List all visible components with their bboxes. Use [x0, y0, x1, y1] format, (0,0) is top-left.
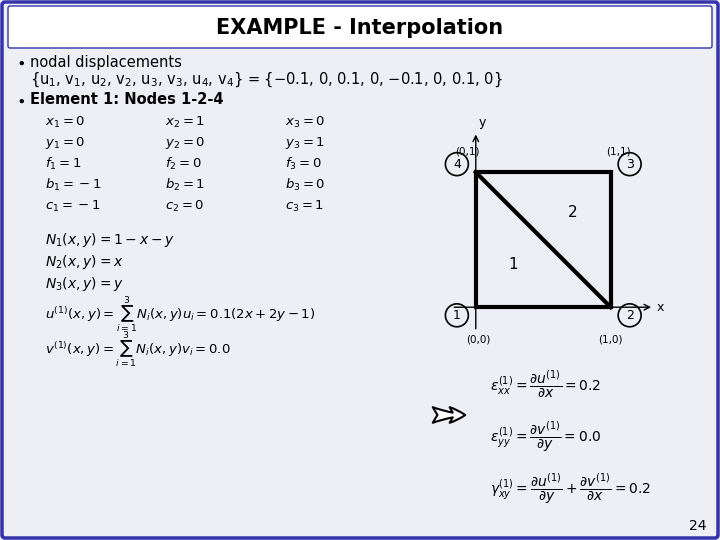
- Text: $y_3 = 1$: $y_3 = 1$: [285, 135, 325, 151]
- Text: EXAMPLE - Interpolation: EXAMPLE - Interpolation: [217, 18, 503, 38]
- Text: $N_3(x,y) = y$: $N_3(x,y) = y$: [45, 275, 124, 293]
- Text: $b_1 = -1$: $b_1 = -1$: [45, 177, 102, 193]
- Text: $x_3 = 0$: $x_3 = 0$: [285, 114, 325, 130]
- Text: $f_3 = 0$: $f_3 = 0$: [285, 156, 322, 172]
- FancyBboxPatch shape: [8, 6, 712, 48]
- Text: (0,0): (0,0): [467, 334, 490, 344]
- Text: $b_3 = 0$: $b_3 = 0$: [285, 177, 325, 193]
- Text: $\bullet$: $\bullet$: [16, 55, 25, 70]
- Text: $N_1(x,y) = 1 - x - y$: $N_1(x,y) = 1 - x - y$: [45, 231, 175, 249]
- Text: 2: 2: [568, 205, 577, 220]
- Text: (0,1): (0,1): [456, 146, 480, 156]
- Text: 3: 3: [626, 158, 634, 171]
- Text: $b_2 = 1$: $b_2 = 1$: [165, 177, 205, 193]
- Text: $y_2 = 0$: $y_2 = 0$: [165, 135, 205, 151]
- Text: $c_3 = 1$: $c_3 = 1$: [285, 198, 324, 213]
- Text: $c_2 = 0$: $c_2 = 0$: [165, 198, 204, 213]
- Text: $\varepsilon_{xx}^{(1)} = \dfrac{\partial u^{(1)}}{\partial x} = 0.2$: $\varepsilon_{xx}^{(1)} = \dfrac{\partia…: [490, 369, 600, 401]
- Text: $x_1 = 0$: $x_1 = 0$: [45, 114, 85, 130]
- Text: {u$_1$, v$_1$, u$_2$, v$_2$, u$_3$, v$_3$, u$_4$, v$_4$} = {−0.1, 0, 0.1, 0, −0.: {u$_1$, v$_1$, u$_2$, v$_2$, u$_3$, v$_3…: [30, 71, 503, 89]
- Text: 4: 4: [453, 158, 461, 171]
- Text: $x_2 = 1$: $x_2 = 1$: [165, 114, 205, 130]
- Text: Element 1: Nodes 1-2-4: Element 1: Nodes 1-2-4: [30, 92, 223, 107]
- Text: 24: 24: [688, 519, 706, 533]
- Text: y: y: [479, 116, 486, 129]
- Text: $y_1 = 0$: $y_1 = 0$: [45, 135, 85, 151]
- Text: 1: 1: [509, 256, 518, 272]
- Text: (1,1): (1,1): [606, 146, 631, 156]
- Text: $\varepsilon_{yy}^{(1)} = \dfrac{\partial v^{(1)}}{\partial y} = 0.0$: $\varepsilon_{yy}^{(1)} = \dfrac{\partia…: [490, 420, 601, 455]
- Text: 1: 1: [453, 309, 461, 322]
- Text: (1,0): (1,0): [598, 334, 623, 344]
- Text: $\gamma_{xy}^{(1)} = \dfrac{\partial u^{(1)}}{\partial y} + \dfrac{\partial v^{(: $\gamma_{xy}^{(1)} = \dfrac{\partial u^{…: [490, 471, 650, 507]
- Text: $u^{(1)}(x,y) = \sum_{i=1}^{3} N_i(x,y)u_i = 0.1(2x + 2y - 1)$: $u^{(1)}(x,y) = \sum_{i=1}^{3} N_i(x,y)u…: [45, 295, 315, 335]
- Text: $c_1 = -1$: $c_1 = -1$: [45, 198, 100, 213]
- Text: $\bullet$: $\bullet$: [16, 92, 25, 107]
- Text: x: x: [657, 301, 664, 314]
- Text: $f_2 = 0$: $f_2 = 0$: [165, 156, 202, 172]
- Text: $v^{(1)}(x,y) = \sum_{i=1}^{3} N_i(x,y)v_i = 0.0$: $v^{(1)}(x,y) = \sum_{i=1}^{3} N_i(x,y)v…: [45, 330, 230, 370]
- Text: $f_1 = 1$: $f_1 = 1$: [45, 156, 81, 172]
- Text: nodal displacements: nodal displacements: [30, 55, 182, 70]
- Text: $N_2(x,y) = x$: $N_2(x,y) = x$: [45, 253, 124, 271]
- Text: 2: 2: [626, 309, 634, 322]
